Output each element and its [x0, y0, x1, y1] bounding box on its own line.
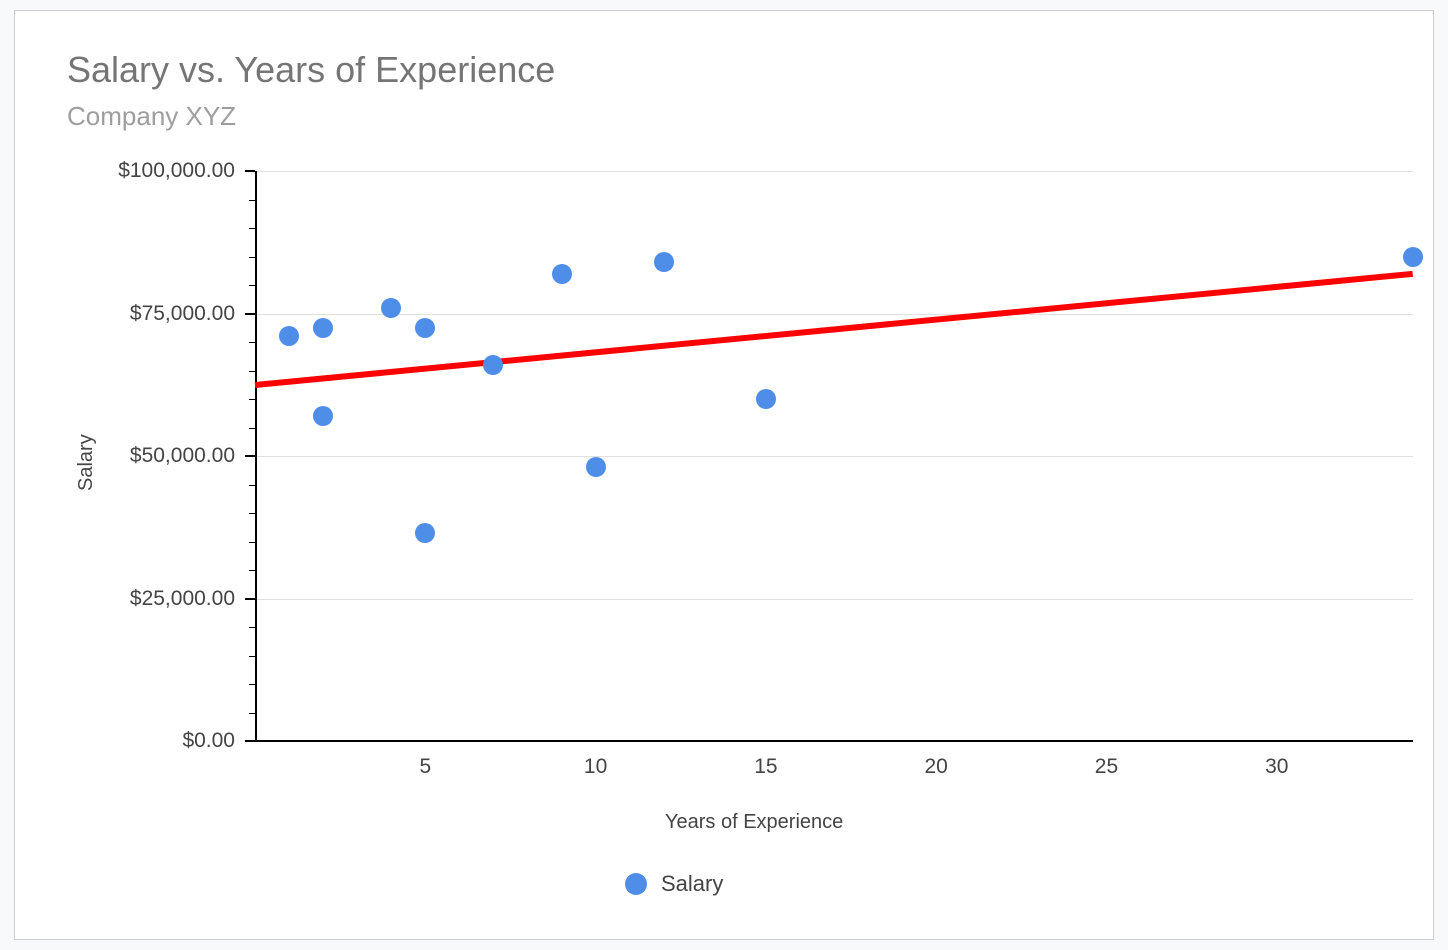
grid-line — [255, 456, 1413, 457]
data-point — [586, 457, 606, 477]
y-major-tick — [245, 598, 255, 600]
data-point — [756, 389, 776, 409]
y-tick-label: $0.00 — [95, 729, 235, 753]
legend-marker-icon — [625, 873, 647, 895]
grid-line — [255, 171, 1413, 172]
grid-line — [255, 599, 1413, 600]
data-point — [552, 264, 572, 284]
x-axis-line — [255, 740, 1413, 742]
data-point — [381, 298, 401, 318]
legend-label: Salary — [661, 871, 723, 897]
grid-line — [255, 314, 1413, 315]
data-point — [654, 252, 674, 272]
y-tick-label: $25,000.00 — [95, 587, 235, 611]
chart-title: Salary vs. Years of Experience — [67, 49, 555, 91]
chart-frame: Salary vs. Years of Experience Company X… — [14, 10, 1434, 940]
x-tick-label: 25 — [1095, 755, 1118, 779]
y-tick-label: $50,000.00 — [95, 444, 235, 468]
legend: Salary — [625, 871, 723, 897]
data-point — [415, 318, 435, 338]
chart-subtitle: Company XYZ — [67, 101, 236, 132]
x-tick-label: 15 — [754, 755, 777, 779]
data-point — [313, 406, 333, 426]
data-point — [313, 318, 333, 338]
y-axis-line — [255, 171, 257, 741]
y-major-tick — [245, 313, 255, 315]
data-point — [1403, 247, 1423, 267]
y-tick-label: $100,000.00 — [95, 159, 235, 183]
y-major-tick — [245, 455, 255, 457]
x-tick-label: 10 — [584, 755, 607, 779]
data-point — [279, 326, 299, 346]
x-tick-label: 30 — [1265, 755, 1288, 779]
plot-area — [255, 171, 1413, 741]
y-major-tick — [245, 740, 255, 742]
x-axis-label: Years of Experience — [665, 811, 843, 834]
y-tick-label: $75,000.00 — [95, 302, 235, 326]
data-point — [483, 355, 503, 375]
y-major-tick — [245, 170, 255, 172]
data-point — [415, 523, 435, 543]
x-tick-label: 5 — [419, 755, 431, 779]
x-tick-label: 20 — [924, 755, 947, 779]
